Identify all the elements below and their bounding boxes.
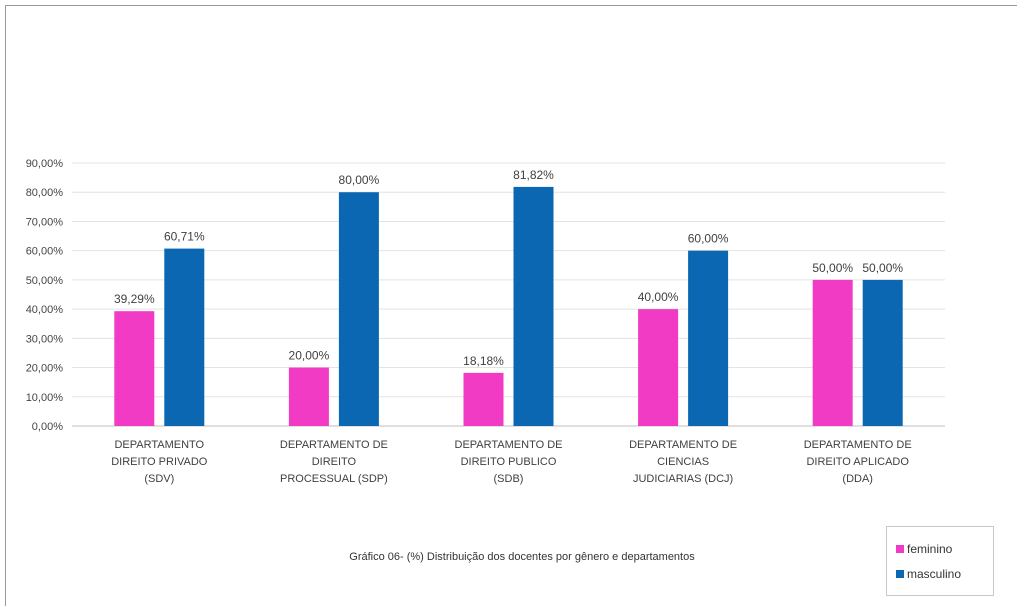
x-tick-label: CIENCIAS [657,456,709,468]
bar-masculino [338,192,379,426]
x-tick-label: DIREITO [312,456,357,468]
x-tick-label: DEPARTAMENTO DE [280,439,388,451]
x-tick-label: DEPARTAMENTO DE [629,439,737,451]
chart-caption: Gráfico 06- (%) Distribuição dos docente… [349,551,695,563]
bar-feminino [812,279,853,426]
data-label: 20,00% [289,349,330,363]
data-label: 60,71% [164,230,205,244]
bar-feminino [638,309,679,426]
y-tick-label: 50,00% [26,275,64,287]
y-tick-label: 0,00% [32,421,63,433]
legend-swatch-feminino [896,545,904,553]
y-tick-label: 60,00% [26,246,64,258]
bar-feminino [114,311,155,426]
x-tick-label: (DDA) [842,473,873,485]
y-tick-label: 10,00% [26,392,64,404]
data-label: 18,18% [463,354,504,368]
x-tick-label: DEPARTAMENTO DE [804,439,912,451]
x-tick-label: DEPARTAMENTO DE [455,439,563,451]
y-tick-label: 70,00% [26,216,64,228]
legend-label-feminino: feminino [907,542,953,556]
data-label: 81,82% [513,168,554,182]
data-label: 39,29% [114,292,155,306]
x-tick-label: DIREITO PUBLICO [461,456,557,468]
legend-swatch-masculino [896,570,904,578]
bar-feminino [288,367,329,426]
data-label: 60,00% [688,232,729,246]
y-tick-label: 20,00% [26,363,64,375]
x-tick-label: DEPARTAMENTO [114,439,204,451]
data-label: 50,00% [812,261,853,275]
bar-masculino [862,279,903,426]
y-tick-label: 80,00% [26,187,64,199]
legend-item-masculino: masculino [896,567,961,581]
bar-masculino [513,186,554,426]
bar-feminino [463,372,504,426]
legend-label-masculino: masculino [907,567,962,581]
data-label: 40,00% [638,290,679,304]
chart-frame [5,5,1017,606]
y-tick-label: 30,00% [26,333,64,345]
bar-masculino [164,248,205,426]
data-label: 80,00% [339,173,380,187]
x-tick-label: DIREITO PRIVADO [111,456,208,468]
x-tick-label: (SDV) [144,473,174,485]
bar-masculino [688,250,729,426]
x-tick-label: PROCESSUAL (SDP) [280,473,388,485]
legend-item-feminino: feminino [896,542,952,556]
y-tick-label: 40,00% [26,304,64,316]
chart-legend: feminino masculino [886,526,994,596]
y-tick-label: 90,00% [26,158,64,170]
x-tick-label: JUDICIARIAS (DCJ) [633,473,733,485]
data-label: 50,00% [862,261,903,275]
x-tick-label: DIREITO APLICADO [806,456,909,468]
x-tick-label: (SDB) [494,473,524,485]
